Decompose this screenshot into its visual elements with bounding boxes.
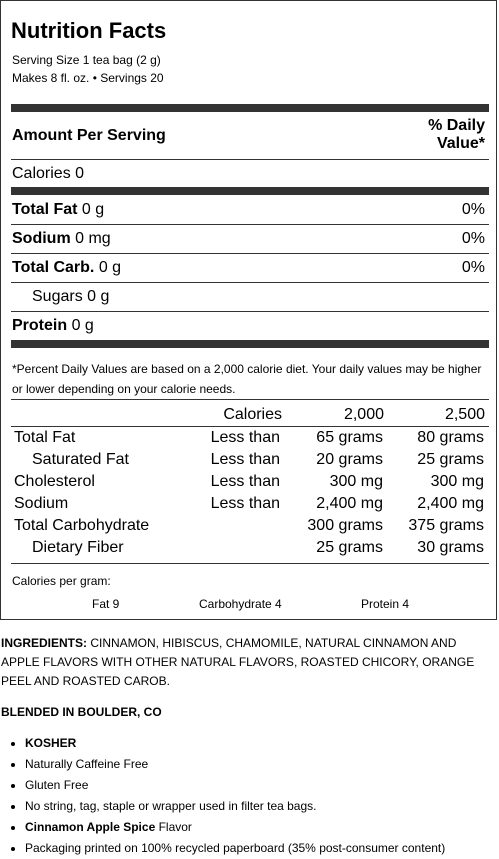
list-item: Naturally Caffeine Free: [25, 754, 445, 775]
daily-value-footnote: *Percent Daily Values are based on a 2,0…: [12, 362, 482, 396]
calories-per-gram: Calories per gram:: [12, 574, 111, 588]
table-row-name: Saturated Fat: [32, 451, 129, 468]
divider: [11, 311, 489, 312]
table-row-v2: 30 grams: [417, 539, 484, 556]
table-header-calories: Calories: [223, 406, 282, 423]
divider: [11, 563, 489, 564]
thick-divider: [11, 104, 489, 112]
features-list: KOSHER Naturally Caffeine Free Gluten Fr…: [0, 733, 445, 859]
divider: [11, 282, 489, 283]
list-item: Cinnamon Apple Spice Flavor: [25, 817, 445, 838]
divider: [11, 253, 489, 254]
ingredients-label: INGREDIENTS:: [1, 636, 88, 650]
nutrient-row-sodium: Sodium 0 mg: [12, 230, 111, 247]
list-item: Gluten Free: [25, 775, 445, 796]
thick-divider: [11, 187, 489, 195]
table-row-v2: 25 grams: [417, 451, 484, 468]
nutrient-row-protein: Protein 0 g: [12, 317, 94, 334]
table-row-v2: 375 grams: [408, 517, 484, 534]
fat-per-gram: Fat 9: [92, 597, 120, 611]
nutrient-pct: 0%: [461, 259, 485, 276]
servings-count: Makes 8 fl. oz. • Servings 20: [12, 71, 164, 85]
nutrient-row-total-fat: Total Fat 0 g: [12, 201, 105, 218]
nutrient-pct: 0%: [461, 201, 485, 218]
table-row-name: Sodium: [14, 495, 69, 512]
divider: [11, 159, 489, 160]
table-row-v1: 300 grams: [307, 517, 383, 534]
table-row-name: Total Fat: [14, 429, 76, 446]
ingredients-text: CINNAMON, HIBISCUS, CHAMOMILE, NATURAL C…: [1, 636, 475, 688]
nutrition-label: Nutrition Facts Serving Size 1 tea bag (…: [0, 0, 497, 620]
protein-per-gram: Protein 4: [361, 597, 410, 611]
nutrient-row-sugars: Sugars 0 g: [32, 288, 110, 305]
table-row-v1: 25 grams: [316, 539, 383, 556]
list-item: KOSHER: [25, 733, 445, 754]
blended-location: BLENDED IN BOULDER, CO: [1, 705, 162, 719]
nutrient-pct: 0%: [461, 230, 485, 247]
table-row-cond: Less than: [210, 451, 280, 468]
nutrient-row-carb: Total Carb. 0 g: [12, 259, 122, 276]
table-row-v1: 2,400 mg: [316, 495, 383, 512]
table-row-name: Total Carbohydrate: [14, 517, 150, 534]
label-title: Nutrition Facts: [11, 18, 167, 43]
table-row-cond: Less than: [210, 473, 280, 490]
table-row-name: Cholesterol: [14, 473, 95, 490]
table-row-v1: 300 mg: [329, 473, 383, 490]
divider: [11, 426, 489, 427]
table-row-cond: Less than: [210, 429, 280, 446]
daily-value-line1: % Daily: [428, 117, 485, 134]
table-header-2500: 2,500: [444, 406, 485, 423]
daily-value-line2: Value*: [436, 135, 485, 152]
table-row-name: Dietary Fiber: [32, 539, 124, 556]
table-row-v1: 65 grams: [316, 429, 383, 446]
list-item: Packaging printed on 100% recycled paper…: [25, 838, 445, 859]
table-header-2000: 2,000: [343, 406, 384, 423]
amount-per-serving: Amount Per Serving: [12, 127, 166, 144]
table-row-v1: 20 grams: [316, 451, 383, 468]
daily-value-header: % Daily Value*: [428, 117, 485, 153]
divider: [11, 399, 489, 400]
ingredients: INGREDIENTS: CINNAMON, HIBISCUS, CHAMOMI…: [1, 634, 497, 691]
carb-per-gram: Carbohydrate 4: [199, 597, 282, 611]
table-row-v2: 300 mg: [430, 473, 484, 490]
table-row-v2: 2,400 mg: [417, 495, 484, 512]
serving-size: Serving Size 1 tea bag (2 g): [12, 53, 161, 67]
thick-divider: [11, 340, 489, 348]
calories-row: Calories 0: [12, 165, 85, 182]
table-row-cond: Less than: [210, 495, 280, 512]
list-item: No string, tag, staple or wrapper used i…: [25, 796, 445, 817]
divider: [11, 224, 489, 225]
table-row-v2: 80 grams: [417, 429, 484, 446]
